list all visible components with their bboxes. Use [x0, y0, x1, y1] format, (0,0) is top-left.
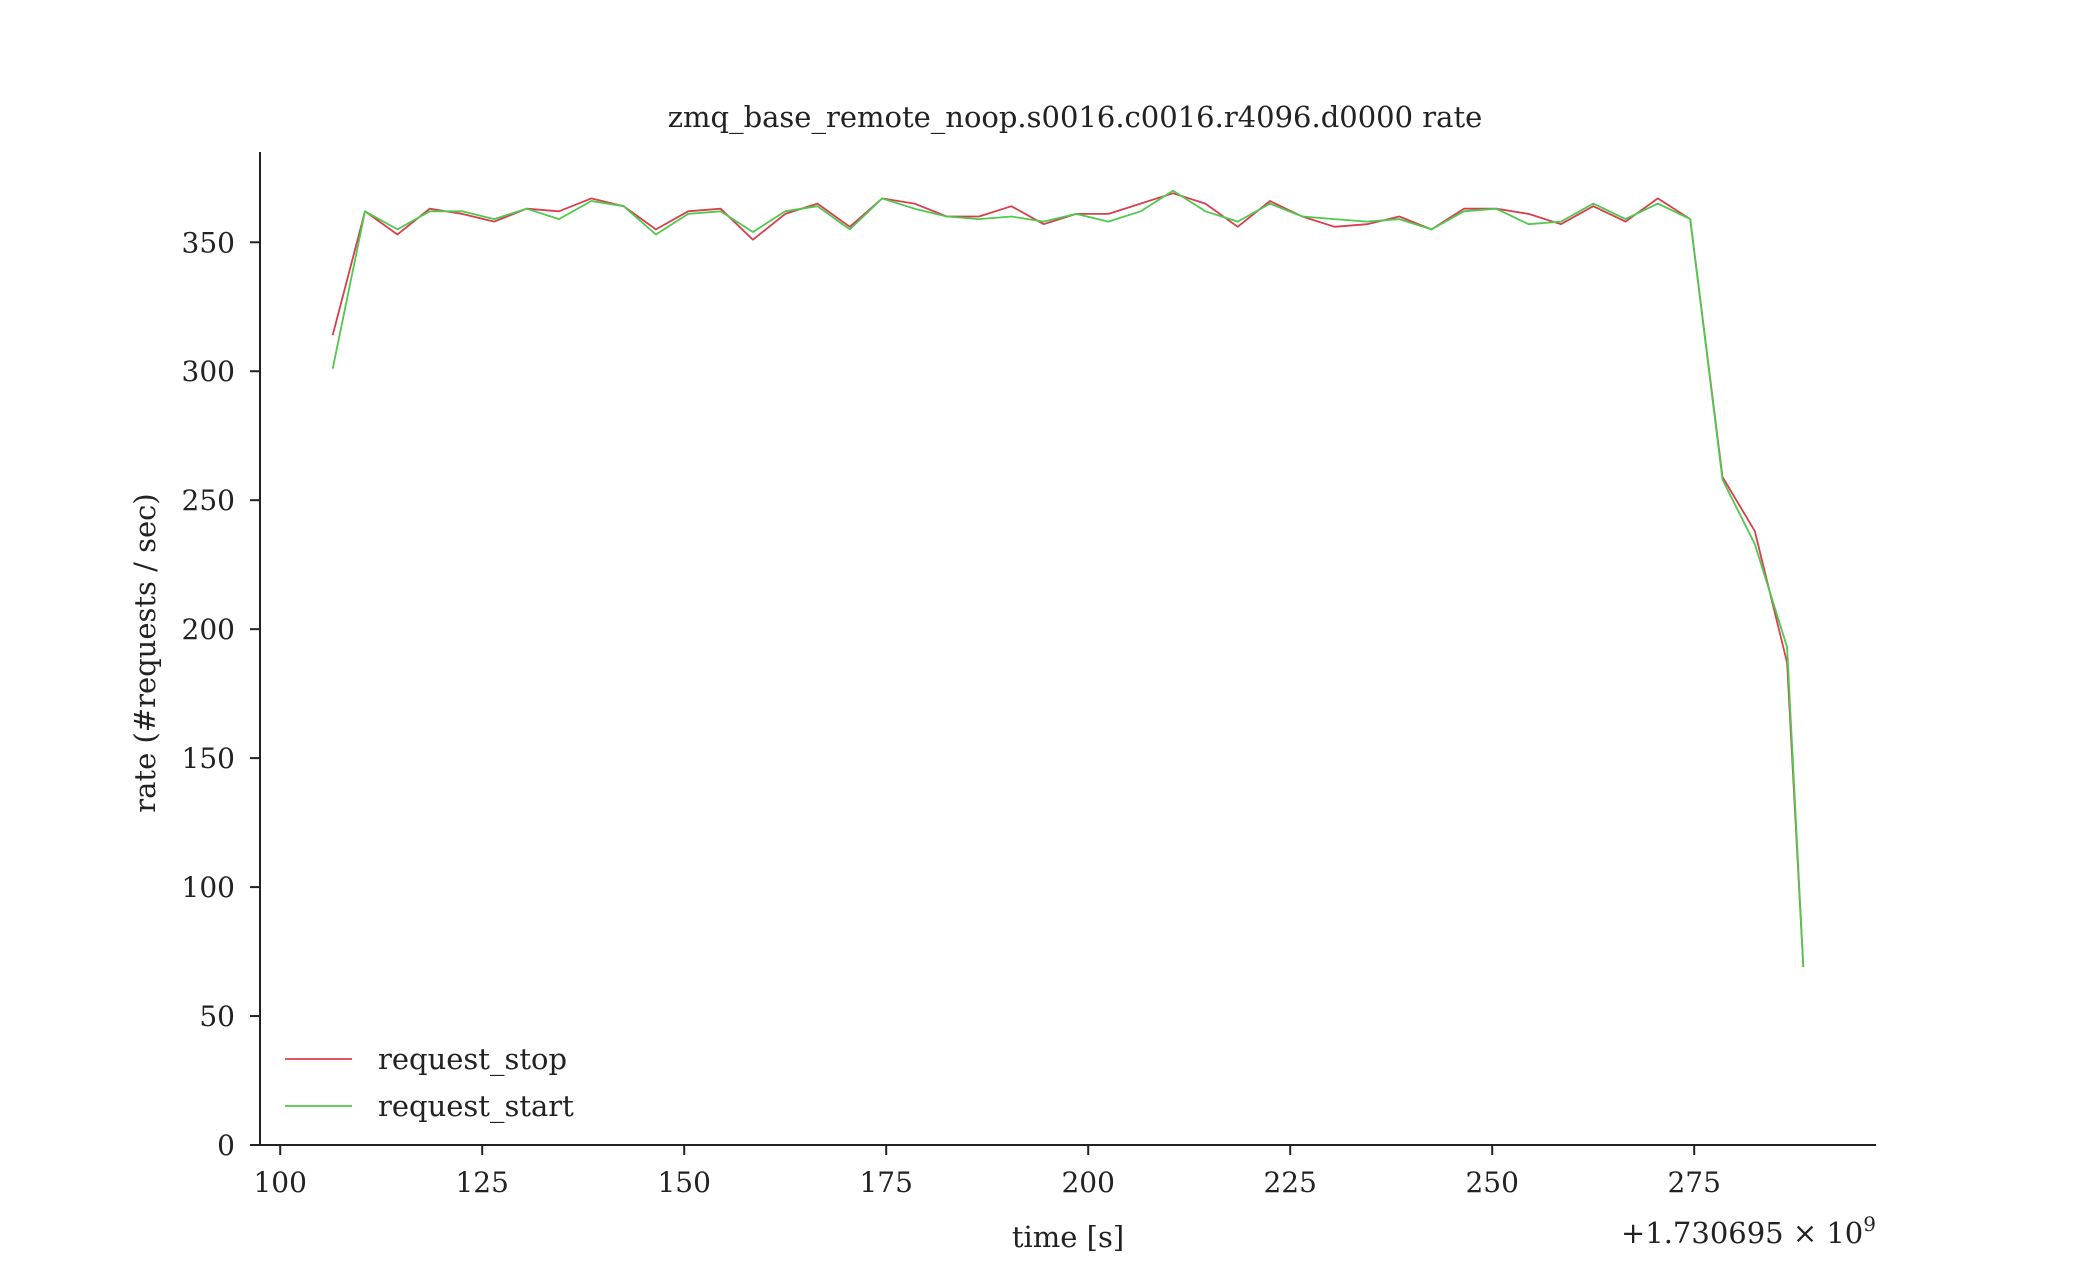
- y-axis-title: rate (#requests / sec): [128, 493, 162, 812]
- series-line-request-stop: [331, 192, 1805, 968]
- legend-label-request-start: request_start: [378, 1089, 574, 1124]
- x-tick-label: 225: [1263, 1166, 1316, 1199]
- x-tick-label: 125: [455, 1166, 508, 1199]
- y-tick-label: 300: [182, 355, 235, 388]
- y-tick-label: 150: [182, 742, 235, 775]
- y-tick-label: 50: [199, 1000, 235, 1033]
- series-line-request-start: [331, 189, 1805, 968]
- y-tick-label: 250: [182, 484, 235, 517]
- x-axis-offset-label: +1.730695 × 109: [1621, 1212, 1876, 1250]
- y-tick-label: 0: [217, 1129, 235, 1162]
- chart-title: zmq_base_remote_noop.s0016.c0016.r4096.d…: [668, 100, 1483, 135]
- x-tick-label: 175: [859, 1166, 912, 1199]
- x-axis-title: time [s]: [1012, 1220, 1124, 1254]
- y-tick-label: 350: [182, 226, 235, 259]
- y-tick-label: 200: [182, 613, 235, 646]
- x-axis-offset-exponent: 9: [1863, 1212, 1876, 1236]
- legend: request_stop request_start: [285, 1042, 574, 1124]
- x-tick-label: 150: [657, 1166, 710, 1199]
- y-tick-label: 100: [182, 871, 235, 904]
- x-tick-label: 100: [253, 1166, 306, 1199]
- legend-label-request-stop: request_stop: [378, 1042, 567, 1077]
- y-axis-ticks: 0 50 100 150 200 250 300 350: [182, 226, 260, 1162]
- plot-area: [331, 189, 1805, 968]
- x-axis-ticks: 100 125 150 175 200 225 250 275: [253, 1145, 1721, 1199]
- axes: [259, 152, 1876, 1146]
- x-axis-offset-text: +1.730695 × 10: [1621, 1216, 1863, 1250]
- x-tick-label: 250: [1465, 1166, 1518, 1199]
- x-tick-label: 200: [1061, 1166, 1114, 1199]
- x-tick-label: 275: [1667, 1166, 1720, 1199]
